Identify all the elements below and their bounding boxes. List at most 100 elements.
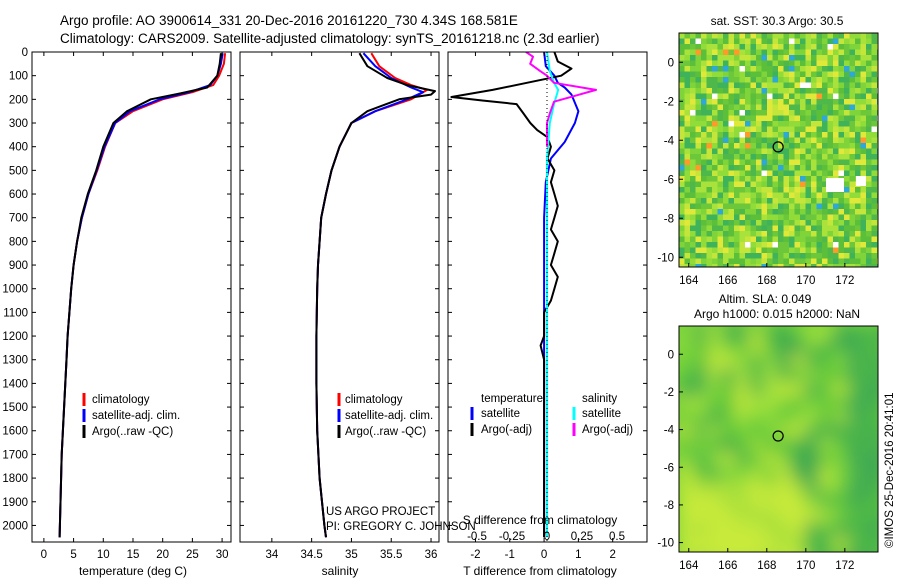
temperature-legend: climatology satellite-adj. clim. Argo(..…: [82, 393, 180, 438]
map-x-tick-label: 166: [718, 275, 737, 287]
depth-tick-label: 100: [9, 71, 28, 83]
legend-label-climatology: climatology: [92, 394, 150, 406]
x-tick-label: 15: [127, 549, 140, 561]
series-line: [58, 53, 227, 538]
credit-pi: PI: GREGORY C. JOHNSON: [326, 521, 476, 533]
depth-tick-label: 1900: [2, 497, 28, 509]
depth-tick-label: 700: [9, 213, 28, 225]
legend-label-argo: Argo(..raw -QC): [92, 426, 173, 438]
sst-map-panel: sat. SST: 30.3 Argo: 30.5 164 166 168 170 17…: [657, 14, 879, 287]
map-y-tick-label: -6: [664, 174, 674, 186]
depth-tick-label: 1700: [2, 449, 28, 461]
depth-tick-label: 0: [22, 47, 28, 59]
x-tick-label: 35: [345, 549, 358, 561]
legend-label-s-satellite: satellite: [582, 408, 621, 420]
depth-tick-label: 1000: [2, 284, 28, 296]
x-tick-label: 10: [97, 549, 110, 561]
depth-tick-label: 400: [9, 142, 28, 154]
x-tick-label: 30: [216, 549, 229, 561]
map-y-tick-label: -10: [657, 252, 674, 264]
s-tick-label: -0.25: [499, 531, 525, 543]
map-x-tick-label: 172: [835, 275, 854, 287]
sla-heatmap-cells: [679, 326, 878, 552]
imos-stamp: ©IMOS 25-Dec-2016 20:41:01: [884, 392, 896, 548]
s-difference-label: S difference from climatology: [463, 513, 618, 527]
x-tick-label: 36: [425, 549, 438, 561]
temperature-axes-box: [31, 51, 232, 543]
x-tick-label: 1: [575, 549, 581, 561]
temperature-panel: 0100200300400500600700800900100011001200…: [2, 47, 647, 578]
sla-axes-box: [678, 325, 879, 553]
x-tick-label: 20: [156, 549, 169, 561]
depth-tick-label: 1100: [3, 307, 28, 319]
difference-legend: temperature salinity satellite Argo(-adj…: [470, 393, 633, 436]
map-x-tick-label: 164: [679, 275, 699, 287]
legend-title-salinity: salinity: [582, 393, 617, 405]
series-line: [315, 52, 429, 538]
map-y-tick-label: 0: [668, 349, 674, 361]
s-tick-label: 0: [544, 531, 550, 543]
x-tick-label: 35.5: [380, 549, 402, 561]
series-line: [450, 52, 573, 538]
salinity-xlabel: salinity: [322, 564, 359, 578]
depth-tick-label: 1500: [2, 402, 28, 414]
depth-tick-label: 200: [9, 94, 28, 106]
sst-argo-marker: [772, 141, 784, 153]
legend-label-t-argo: Argo(-adj): [481, 424, 532, 436]
s-tick-label: -0.5: [467, 531, 487, 543]
map-y-tick-label: -8: [664, 500, 674, 512]
x-tick-label: 34: [265, 549, 278, 561]
map-y-tick-label: -4: [664, 135, 675, 147]
x-tick-label: 25: [186, 549, 199, 561]
depth-tick-label: 1600: [2, 426, 28, 438]
series-line: [58, 53, 224, 538]
x-tick-label: 34.5: [300, 549, 322, 561]
map-y-tick-label: -2: [664, 96, 674, 108]
series-line: [315, 52, 436, 538]
map-y-tick-label: 0: [668, 57, 674, 69]
salinity-panel: 34 34.5 35 35.5 36 salinity climatology sate…: [239, 51, 476, 578]
legend-label-t-satellite: satellite: [481, 408, 520, 420]
legend-label-satellite: satellite-adj. clim.: [345, 410, 433, 422]
map-y-tick-label: -4: [664, 425, 675, 437]
sst-axes-box: [678, 32, 879, 268]
x-tick-label: 2: [609, 549, 615, 561]
credit-project: US ARGO PROJECT: [326, 506, 435, 518]
map-y-tick-label: -8: [664, 213, 674, 225]
depth-tick-label: 500: [9, 165, 28, 177]
difference-panel: -2 -1 0 1 2 -0.5 -0.25 0 0.25 0.5 S difference f…: [447, 51, 648, 578]
figure-title-line2: Climatology: CARS2009. Satellite-adjuste…: [60, 31, 600, 46]
depth-tick-label: 800: [9, 236, 28, 248]
depth-tick-label: 1300: [2, 355, 28, 367]
series-line: [525, 52, 597, 147]
figure-title-line1: Argo profile: AO 3900614_331 20-Dec-2016…: [60, 13, 518, 28]
map-y-tick-label: -6: [664, 462, 674, 474]
depth-tick-label: 2000: [2, 520, 28, 532]
s-tick-label: 0.5: [609, 531, 625, 543]
series-line: [58, 53, 222, 538]
map-y-tick-label: -2: [664, 387, 674, 399]
sst-map-title: sat. SST: 30.3 Argo: 30.5: [711, 14, 844, 28]
temperature-xlabel: temperature (deg C): [79, 564, 187, 578]
depth-tick-label: 1400: [2, 378, 28, 390]
depth-tick-label: 1800: [2, 473, 28, 485]
depth-tick-label: 900: [9, 260, 28, 272]
legend-label-satellite: satellite-adj. clim.: [92, 410, 180, 422]
s-tick-label: 0.25: [571, 531, 593, 543]
series-line: [315, 52, 425, 538]
salinity-axes-box: [239, 51, 440, 543]
depth-tick-label: 1200: [2, 331, 28, 343]
sla-map-title: Altim. SLA: 0.049: [719, 292, 812, 306]
map-x-tick-label: 166: [718, 560, 737, 572]
map-x-tick-label: 170: [796, 275, 815, 287]
map-x-tick-label: 172: [835, 560, 854, 572]
legend-label-s-argo: Argo(-adj): [582, 424, 633, 436]
map-x-tick-label: 168: [757, 275, 776, 287]
map-x-tick-label: 168: [757, 560, 776, 572]
x-tick-label: 5: [70, 549, 76, 561]
depth-tick-label: 600: [9, 189, 28, 201]
x-tick-label: -2: [470, 549, 480, 561]
sla-map-panel: Altim. SLA: 0.049 Argo h1000: 0.015 h200…: [657, 292, 879, 572]
legend-title-temperature: temperature: [481, 393, 543, 405]
